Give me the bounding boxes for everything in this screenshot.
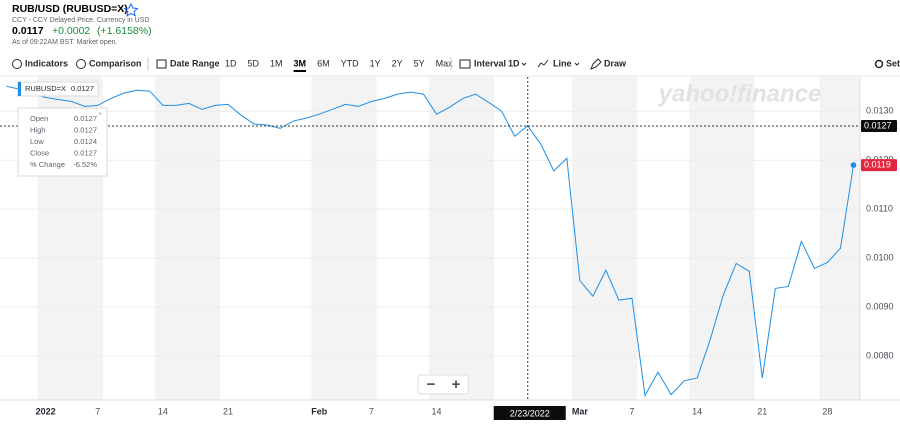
- week-shade: [572, 77, 638, 400]
- tooltip-row-label: Open: [30, 114, 48, 123]
- tooltip-row-value: 0.0127: [74, 148, 97, 157]
- y-tick-label: 0.0080: [866, 350, 894, 360]
- x-tick-label: 21: [223, 406, 233, 416]
- comparison-button[interactable]: Comparison: [89, 58, 142, 68]
- range-button[interactable]: YTD: [341, 58, 360, 68]
- draw-button[interactable]: Draw: [604, 58, 627, 68]
- tooltip-series-swatch: [18, 82, 21, 96]
- zoom-box: [417, 374, 469, 395]
- x-tick-label: 7: [95, 406, 100, 416]
- week-shade: [428, 77, 494, 400]
- quote-subtitle: CCY - CCY Delayed Price. Currency in USD: [12, 17, 149, 24]
- chart-style-button[interactable]: Line: [553, 58, 572, 68]
- date-range-button[interactable]: Date Range: [170, 58, 220, 68]
- quote-change-percent: (+1.6158%): [97, 25, 152, 37]
- week-shade: [311, 77, 377, 400]
- toolbar: Indicators Comparison Date Range 1D 5D 1M 3…: [12, 57, 900, 72]
- watchlist-star[interactable]: [123, 2, 139, 17]
- range-buttons: 1D 5D 1M 3M 6M YTD 1Y 2Y 5Y Max: [225, 58, 454, 72]
- watermark: yahoo!finance: [658, 80, 822, 107]
- tooltip-row-value: 0.0127: [74, 125, 97, 134]
- x-tick-label: 28: [822, 406, 832, 416]
- draw-icon: [590, 58, 602, 70]
- quote-as-of: As of 09:22AM BST. Market open.: [12, 39, 117, 46]
- tooltip-row-value: 0.0124: [74, 137, 97, 146]
- calendar-icon: [156, 59, 167, 69]
- range-button[interactable]: 1D: [225, 58, 237, 68]
- tooltip-row-label: Close: [30, 148, 49, 157]
- zoom-button[interactable]: +: [452, 376, 461, 393]
- indicators-icon: [12, 59, 22, 69]
- x-tick-label: 7: [629, 406, 634, 416]
- range-button[interactable]: 6M: [317, 58, 330, 68]
- tooltip-row-label: % Change: [30, 160, 65, 169]
- x-tick-label: Mar: [572, 406, 589, 416]
- tooltip-row-value: 0.0127: [74, 114, 97, 123]
- x-tick-label: 14: [432, 406, 442, 416]
- last-price-box: [861, 159, 897, 172]
- comparison-icon: [76, 59, 86, 69]
- week-shade: [155, 77, 221, 400]
- crosshair-x-label: 2/23/2022: [510, 408, 550, 418]
- y-tick-label: 0.0110: [866, 204, 893, 214]
- week-shade: [819, 77, 860, 400]
- interval-label[interactable]: Interval: [474, 58, 506, 68]
- tooltip-row-label: Low: [30, 137, 44, 146]
- range-button[interactable]: 1M: [270, 58, 283, 68]
- tooltip-box: [17, 107, 108, 177]
- range-button[interactable]: 3M: [294, 58, 307, 68]
- last-point: [850, 162, 857, 168]
- zoom-button[interactable]: −: [427, 376, 436, 393]
- range-button[interactable]: 2Y: [392, 58, 403, 68]
- week-shade: [689, 77, 755, 400]
- x-tick-label: 14: [158, 406, 168, 416]
- y-tick-label: 0.0130: [866, 106, 894, 116]
- caret: [574, 62, 580, 66]
- tooltip-row-value: -6.52%: [73, 160, 97, 169]
- range-button[interactable]: 5D: [248, 58, 260, 68]
- tooltip-close: ×: [98, 111, 102, 118]
- y-tick-label: 0.0090: [866, 301, 894, 311]
- quote-title: RUB/USD (RUBUSD=X): [12, 3, 128, 15]
- quote-price: 0.0117: [12, 25, 44, 37]
- crosshair-y-label: 0.0127: [864, 120, 892, 130]
- range-button[interactable]: 1Y: [370, 58, 381, 68]
- x-tick-label: 21: [757, 406, 767, 416]
- range-button[interactable]: Max: [436, 58, 454, 68]
- y-tick-label: 0.0100: [866, 252, 894, 262]
- indicators-button[interactable]: Indicators: [25, 58, 68, 68]
- x-tick-label: 14: [692, 406, 702, 416]
- x-tick-label: 2022: [36, 406, 56, 416]
- settings-button[interactable]: Settings: [886, 58, 900, 68]
- x-tick-label: Feb: [311, 406, 328, 416]
- tooltip-series-value: 0.0127: [71, 84, 94, 93]
- tooltip-row-label: High: [30, 125, 45, 134]
- settings-icon: [874, 59, 884, 69]
- caret: [521, 62, 527, 66]
- price-line: [6, 85, 854, 398]
- crosshair-y-box: [861, 119, 897, 132]
- interval-value[interactable]: 1D: [508, 58, 520, 68]
- crosshair-x-box: [493, 406, 566, 420]
- range-button[interactable]: 5Y: [414, 58, 425, 68]
- tooltip-series-name: RUBUSD=X: [25, 84, 66, 93]
- x-tick-label: 7: [369, 406, 374, 416]
- chart: yahoo!finance 0.0080 0.0090 0.0100 0.0110 0.0…: [0, 77, 900, 420]
- last-price-label: 0.0119: [864, 159, 891, 169]
- line-icon: [537, 59, 549, 68]
- quote-change: +0.0002: [52, 25, 90, 37]
- interval-icon: [459, 59, 471, 69]
